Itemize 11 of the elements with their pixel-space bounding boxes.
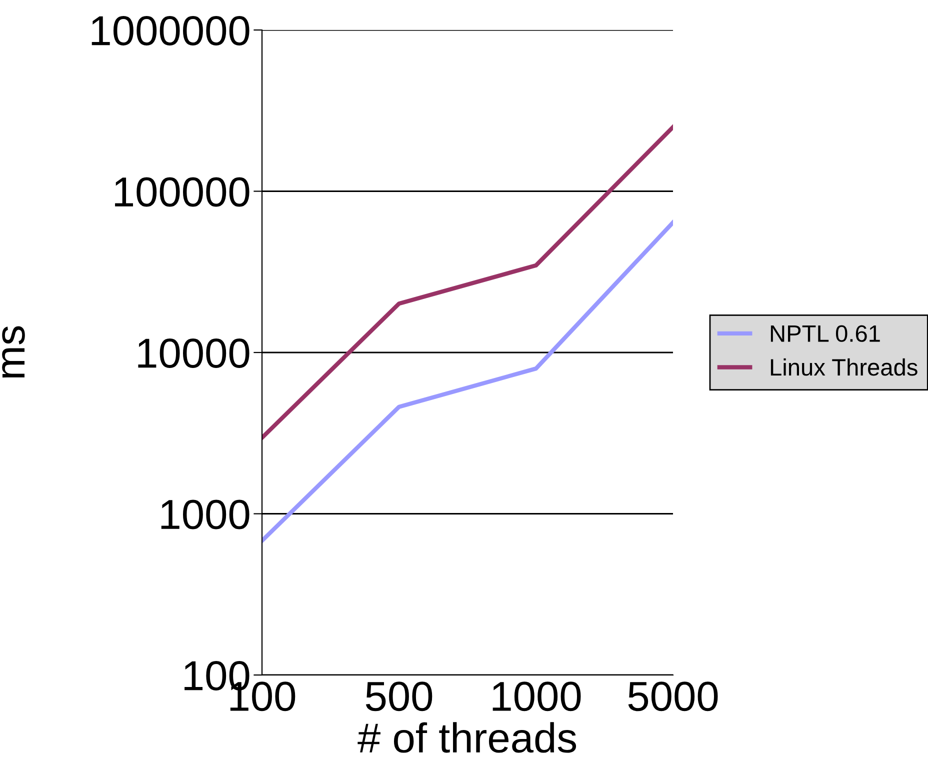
y-tick-label: 100000 — [115, 177, 250, 207]
y-tick-label: 10000 — [138, 338, 250, 368]
legend-label: NPTL 0.61 — [770, 325, 880, 342]
y-tick-label: 1000 — [161, 500, 250, 530]
x-tick-label: 5000 — [628, 682, 718, 712]
x-tick-label: 1000 — [492, 682, 581, 712]
legend-label: Linux Threads — [770, 358, 918, 376]
x-tick-label: 500 — [366, 682, 432, 712]
y-axis-title: ms — [2, 326, 25, 378]
x-axis-title: # of threads — [358, 722, 576, 753]
y-tick-label: 1000000 — [92, 16, 250, 46]
